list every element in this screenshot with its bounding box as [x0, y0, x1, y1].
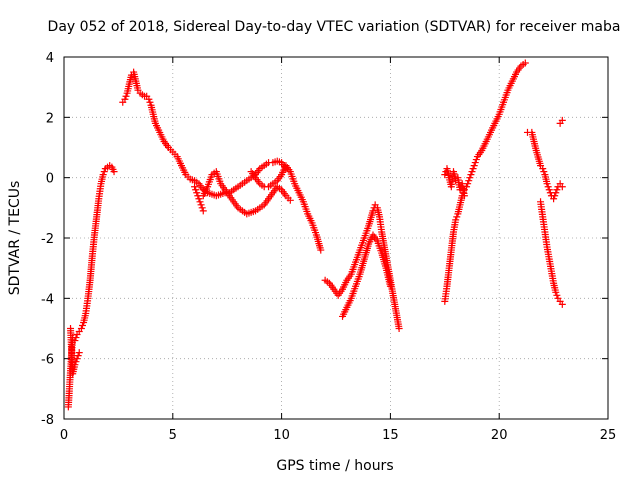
data-point: [441, 171, 449, 179]
data-point: [121, 95, 129, 103]
data-point: [472, 156, 480, 164]
x-tick-label: 20: [491, 428, 508, 443]
x-tick-label: 25: [600, 428, 617, 443]
data-point: [145, 95, 153, 103]
y-tick-label: 0: [46, 172, 54, 187]
y-tick-label: -4: [41, 292, 54, 307]
data-point: [470, 162, 478, 170]
data-point: [74, 352, 82, 360]
data-point: [191, 183, 199, 191]
data-point: [456, 186, 464, 194]
data-point: [71, 337, 79, 345]
series-seg9: [441, 165, 468, 200]
series-seg4: [199, 168, 294, 218]
data-point: [71, 361, 79, 369]
data-point: [122, 92, 130, 100]
data-point: [465, 177, 473, 185]
data-point: [72, 358, 80, 366]
data-point: [195, 195, 203, 203]
chart-title: Day 052 of 2018, Sidereal Day-to-day VTE…: [48, 19, 621, 35]
data-point: [550, 195, 558, 203]
x-tick-label: 0: [60, 428, 68, 443]
data-point: [369, 207, 377, 215]
data-point: [196, 198, 204, 206]
data-layer: [64, 59, 566, 411]
series-seg12: [556, 116, 566, 127]
data-point: [469, 165, 477, 173]
data-point: [553, 186, 561, 194]
y-axis-label: SDTVAR / TECUs: [7, 181, 23, 296]
data-point: [460, 192, 468, 200]
data-point: [197, 201, 205, 209]
data-point: [146, 98, 154, 106]
data-point: [198, 204, 206, 212]
x-tick-label: 5: [169, 428, 177, 443]
data-point: [558, 116, 566, 124]
series-seg1: [64, 162, 118, 411]
series-seg7: [339, 231, 394, 320]
series-seg10: [523, 128, 566, 203]
data-point: [467, 171, 475, 179]
data-point: [286, 196, 294, 204]
data-point: [317, 246, 325, 254]
data-point: [540, 168, 548, 176]
data-point: [77, 325, 85, 332]
data-point: [199, 207, 207, 215]
series-seg1b: [67, 325, 83, 378]
data-point: [192, 186, 200, 194]
x-tick-label: 15: [382, 428, 399, 443]
data-point: [193, 189, 201, 197]
y-tick-label: 2: [46, 111, 54, 126]
data-point: [558, 300, 566, 308]
data-point: [452, 216, 460, 224]
series-seg6: [321, 201, 403, 332]
series-seg3: [191, 183, 207, 215]
data-point: [100, 168, 108, 176]
data-point: [545, 186, 553, 194]
data-point: [78, 321, 86, 329]
data-point: [471, 159, 479, 167]
data-point: [468, 168, 476, 176]
data-point: [75, 349, 83, 357]
data-point: [552, 189, 560, 197]
y-tick-label: -6: [41, 353, 54, 368]
data-point: [551, 192, 559, 200]
data-point: [395, 325, 403, 332]
tick-layer: 0 5 10 15 20 25 -8 -6 -4 -2 0 2 4: [41, 51, 616, 443]
series-seg5: [247, 162, 325, 254]
y-tick-label: -8: [41, 413, 54, 428]
data-point: [453, 213, 461, 221]
x-tick-label: 10: [273, 428, 290, 443]
data-point: [521, 59, 529, 67]
data-point: [553, 291, 561, 299]
data-point: [544, 183, 552, 191]
y-tick-label: 4: [46, 51, 54, 66]
data-point: [539, 165, 547, 173]
data-point: [466, 174, 474, 182]
y-tick-label: -2: [41, 232, 54, 247]
x-axis-label: GPS time / hours: [276, 458, 393, 474]
data-point: [99, 171, 107, 179]
data-point: [110, 168, 118, 176]
series-seg2: [119, 68, 290, 200]
grid-layer: [64, 57, 608, 419]
series-seg11: [537, 198, 566, 308]
data-point: [552, 288, 560, 296]
data-point: [558, 183, 566, 191]
data-point: [386, 282, 394, 290]
data-point: [73, 355, 81, 363]
data-point: [543, 180, 551, 188]
